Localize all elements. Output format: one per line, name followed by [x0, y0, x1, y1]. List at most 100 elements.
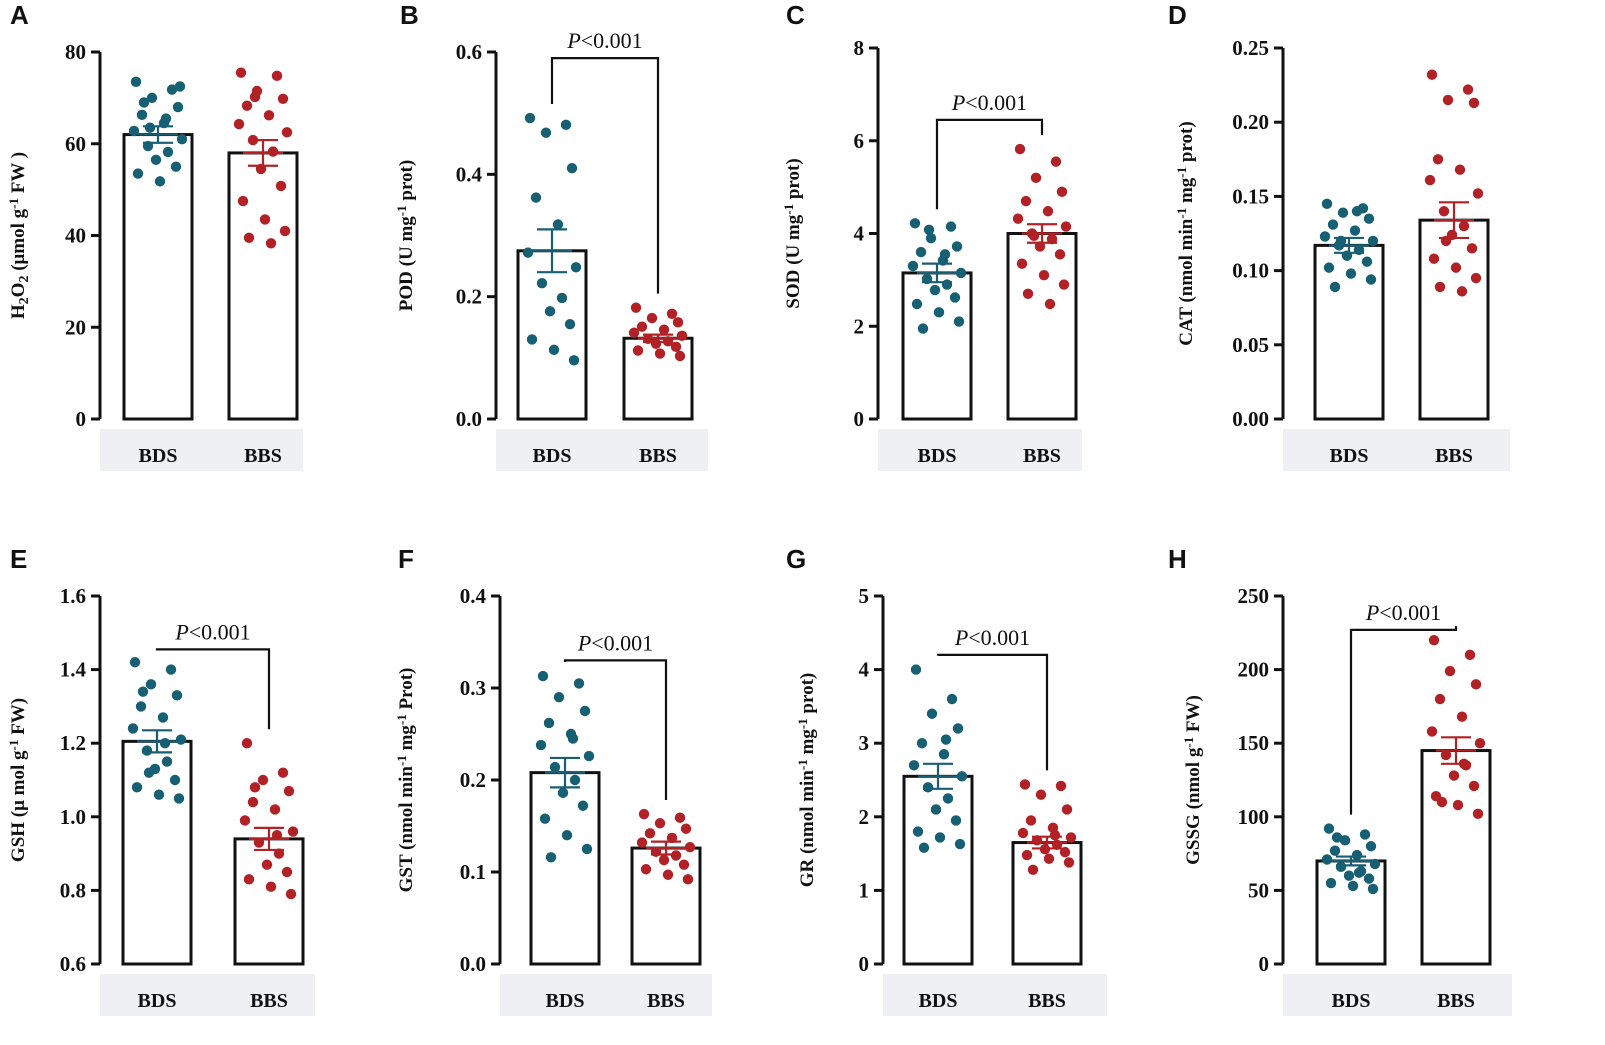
- y-axis-title: CAT (nmol min-1 mg-1 prot): [1174, 121, 1197, 345]
- y-tick-label: 1.2: [60, 731, 86, 755]
- y-tick-label: 0.8: [60, 878, 86, 902]
- data-point-bds: [946, 693, 958, 705]
- p-symbol: P: [1365, 600, 1379, 625]
- data-point-bbs: [630, 302, 642, 313]
- category-label-bbs: BBS: [1023, 445, 1061, 467]
- y-axis-title-part: mg: [396, 725, 417, 756]
- data-point-bds: [567, 733, 579, 744]
- y-tick-label: 6: [854, 129, 865, 153]
- data-point-bbs: [241, 100, 253, 111]
- data-point-bbs: [1054, 249, 1066, 260]
- data-point-bds: [127, 723, 139, 734]
- data-point-bds: [1327, 219, 1339, 230]
- data-point-bds: [907, 260, 919, 272]
- data-point-bbs: [283, 785, 295, 797]
- category-label-bbs: BBS: [250, 990, 288, 1012]
- category-label-bds: BDS: [1332, 990, 1371, 1012]
- data-point-bds: [1339, 835, 1351, 846]
- significance-bracket: [935, 118, 1044, 210]
- data-point-bds: [566, 163, 578, 174]
- data-point-bds: [953, 316, 965, 327]
- y-axis-title: SOD (U mg-1 prot): [781, 158, 804, 308]
- data-point-bds: [1359, 829, 1371, 840]
- panel-letter-h: H: [1168, 544, 1187, 574]
- p-value: <0.001: [581, 28, 643, 53]
- data-point-bbs: [1434, 281, 1446, 293]
- data-point-bds: [929, 284, 941, 296]
- data-point-bds: [161, 756, 173, 767]
- data-point-bds: [170, 161, 182, 172]
- data-point-bbs: [1042, 206, 1054, 217]
- data-point-bds: [579, 705, 591, 717]
- y-axis-title-part: FW ): [8, 152, 29, 198]
- y-tick-label: 60: [65, 132, 86, 156]
- data-point-bbs: [1468, 97, 1480, 109]
- y-tick-label: 100: [1238, 805, 1270, 829]
- y-tick-label: 4: [854, 222, 865, 246]
- significance-label: P<0.001: [174, 619, 250, 644]
- y-tick-label: 1: [859, 878, 870, 902]
- data-point-bbs: [249, 782, 261, 793]
- data-point-bbs: [1474, 738, 1486, 749]
- data-point-bbs: [271, 70, 283, 82]
- category-label-bds: BDS: [1330, 445, 1369, 467]
- y-tick-label: 200: [1238, 658, 1270, 682]
- data-point-bbs: [1472, 808, 1484, 820]
- data-point-bds: [922, 782, 934, 793]
- y-tick-label: 0: [1259, 952, 1270, 976]
- y-tick-label: 0.2: [460, 768, 486, 792]
- p-symbol: P: [577, 630, 591, 655]
- data-point-bds: [166, 84, 178, 95]
- data-point-bds: [1353, 867, 1365, 878]
- y-tick-label: 0.20: [1232, 110, 1269, 134]
- data-point-bds: [911, 298, 923, 310]
- data-point-bds: [556, 292, 568, 304]
- y-tick-label: 2: [854, 314, 865, 338]
- data-point-bds: [137, 686, 149, 697]
- data-point-bbs: [1016, 258, 1028, 269]
- data-point-bds: [568, 355, 580, 366]
- bar-bbs: [1420, 749, 1492, 966]
- data-point-bds: [942, 793, 954, 804]
- data-point-bds: [1331, 832, 1343, 843]
- y-tick-label: 0.2: [456, 285, 482, 309]
- data-point-bds: [916, 738, 928, 749]
- data-point-bds: [908, 760, 920, 771]
- y-axis-title-part: -1: [1181, 737, 1196, 748]
- data-point-bds: [135, 701, 147, 712]
- data-point-bds: [1329, 845, 1341, 856]
- y-tick-label: 80: [65, 40, 86, 64]
- data-point-bds: [1329, 281, 1341, 293]
- data-point-bbs: [670, 341, 682, 353]
- data-point-bds: [524, 112, 536, 124]
- y-axis-title: GR (nmol min-1 mg-1 prot): [795, 673, 818, 888]
- data-point-bds: [143, 767, 155, 778]
- y-axis-title-part: Prot): [396, 668, 417, 715]
- data-point-bds: [577, 800, 589, 811]
- p-value: <0.001: [1379, 600, 1441, 625]
- data-point-bds: [583, 750, 595, 762]
- data-point-bds: [1363, 873, 1375, 884]
- data-point-bds: [939, 249, 951, 260]
- data-point-bbs: [249, 91, 261, 103]
- data-point-bds: [915, 246, 927, 258]
- data-point-bds: [570, 262, 582, 273]
- significance-label: P<0.001: [1365, 600, 1441, 625]
- data-point-bds: [945, 221, 957, 232]
- data-point-bds: [144, 122, 156, 133]
- data-point-bds: [173, 793, 185, 804]
- data-point-bbs: [1035, 789, 1047, 800]
- data-point-bbs: [1046, 233, 1058, 245]
- data-point-bds: [934, 832, 946, 843]
- y-axis-title-part: GR (nmol min: [797, 770, 818, 888]
- data-point-bds: [128, 125, 140, 137]
- data-point-bds: [548, 344, 560, 356]
- data-point-bbs: [1049, 830, 1061, 841]
- data-point-bbs: [1470, 679, 1482, 690]
- data-point-bds: [918, 842, 930, 853]
- data-point-bbs: [650, 338, 662, 349]
- data-point-bbs: [628, 327, 640, 338]
- data-point-bbs: [1436, 796, 1448, 808]
- y-tick-label: 0.1: [460, 860, 486, 884]
